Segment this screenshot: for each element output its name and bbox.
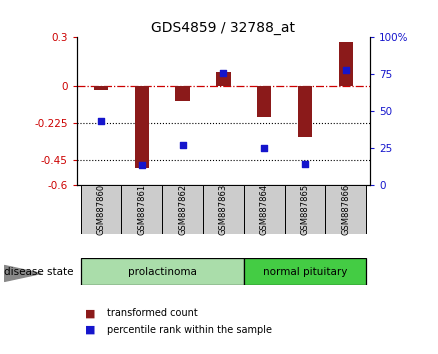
Bar xyxy=(339,42,353,86)
Point xyxy=(220,70,227,75)
Bar xyxy=(94,86,108,90)
Text: ■: ■ xyxy=(85,308,96,318)
Bar xyxy=(176,86,190,101)
Point xyxy=(138,162,145,168)
Bar xyxy=(285,184,325,234)
Point xyxy=(179,142,186,148)
Point xyxy=(98,118,105,124)
Text: ■: ■ xyxy=(85,325,96,335)
Bar xyxy=(216,72,230,86)
Text: GSM887860: GSM887860 xyxy=(97,183,106,235)
Bar xyxy=(244,258,366,285)
Text: normal pituitary: normal pituitary xyxy=(263,267,347,277)
Text: transformed count: transformed count xyxy=(107,308,198,318)
Point xyxy=(342,67,349,73)
Bar xyxy=(135,86,149,168)
Text: GSM887865: GSM887865 xyxy=(300,183,309,235)
Bar xyxy=(162,184,203,234)
Bar xyxy=(244,184,285,234)
Text: GSM887863: GSM887863 xyxy=(219,183,228,235)
Bar xyxy=(81,184,121,234)
Text: GSM887861: GSM887861 xyxy=(138,183,146,235)
Text: GSM887862: GSM887862 xyxy=(178,183,187,235)
Text: GSM887866: GSM887866 xyxy=(341,183,350,235)
Polygon shape xyxy=(4,266,41,281)
Bar xyxy=(257,86,271,118)
Bar xyxy=(121,184,162,234)
Bar xyxy=(325,184,366,234)
Bar xyxy=(298,86,312,137)
Point xyxy=(261,145,268,150)
Bar xyxy=(81,258,244,285)
Text: percentile rank within the sample: percentile rank within the sample xyxy=(107,325,272,335)
Bar xyxy=(203,184,244,234)
Text: GSM887864: GSM887864 xyxy=(260,183,268,235)
Text: prolactinoma: prolactinoma xyxy=(128,267,197,277)
Title: GDS4859 / 32788_at: GDS4859 / 32788_at xyxy=(152,21,295,35)
Text: disease state: disease state xyxy=(4,267,74,277)
Point xyxy=(301,161,308,167)
